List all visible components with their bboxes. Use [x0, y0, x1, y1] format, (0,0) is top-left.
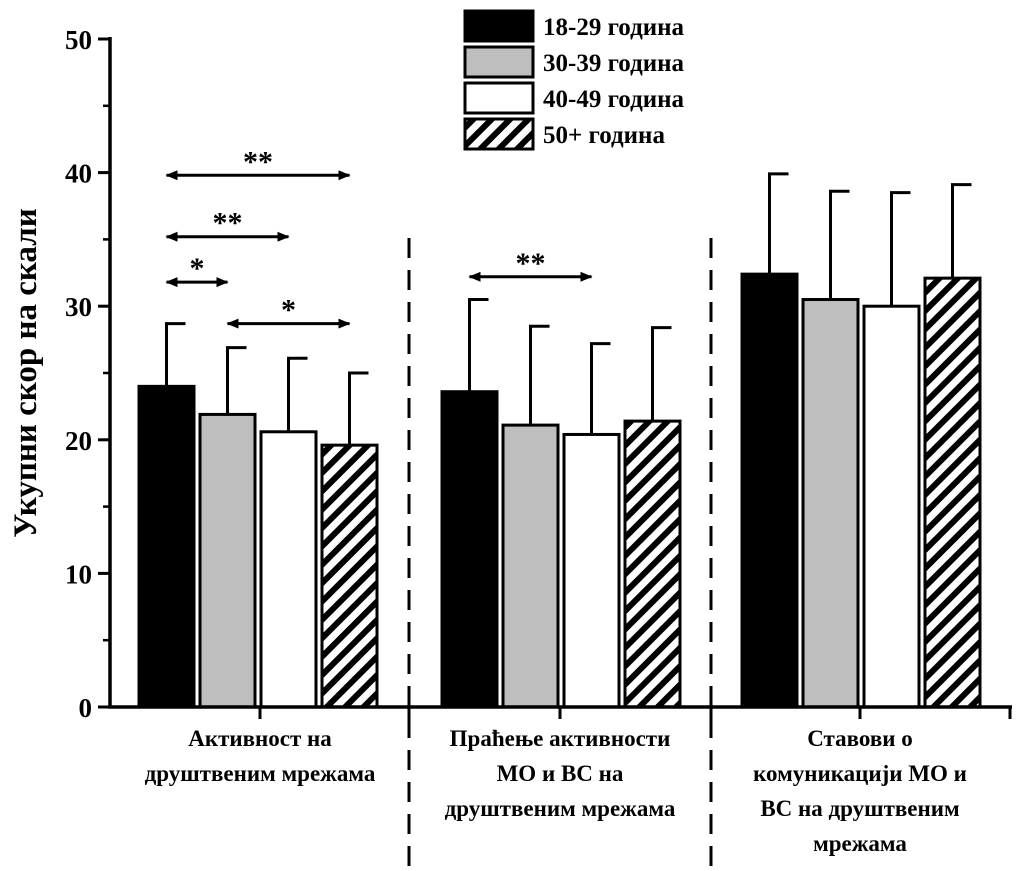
- legend-label-1: 18-29 година: [543, 14, 685, 41]
- category-label: друштвеним мрежама: [445, 796, 676, 821]
- bar-3-group-2: [562, 432, 621, 709]
- bar-4-group-1: [320, 443, 379, 709]
- legend-label-3: 40-49 година: [543, 86, 685, 113]
- y-tick-label: 40: [65, 159, 92, 189]
- category-label: Праћење активности: [450, 726, 671, 751]
- significance-label-4: *: [281, 294, 296, 327]
- y-tick-label: 10: [65, 559, 92, 589]
- bar-4-group-2: [623, 419, 682, 709]
- bar-4-group-3: [923, 276, 982, 709]
- legend-label-2: 30-39 година: [543, 50, 685, 77]
- category-label: Активност на: [188, 726, 332, 751]
- significance-label-5: **: [516, 247, 546, 280]
- significance-label-2: **: [213, 207, 243, 240]
- bar-2-group-2: [501, 423, 560, 709]
- category-label: друштвеним мрежама: [145, 761, 376, 786]
- bar-2-group-3: [801, 298, 860, 709]
- legend-label-4: 50+ година: [543, 122, 665, 149]
- bar-1-group-1: [137, 384, 196, 709]
- y-axis-title: Укупни скор на скали: [8, 208, 44, 537]
- legend-swatch-3: [463, 81, 535, 115]
- category-label: МО и ВС на: [497, 761, 624, 786]
- category-label: Ставови о: [807, 726, 913, 751]
- category-label: комуникацији МО и: [753, 761, 967, 786]
- legend-swatch-2: [463, 45, 535, 79]
- y-tick-label: 30: [65, 292, 92, 322]
- bar-1-group-2: [440, 390, 499, 709]
- significance-label-1: **: [243, 145, 273, 178]
- legend-swatch-4: [463, 117, 535, 151]
- significance-label-3: *: [190, 252, 205, 285]
- legend-swatch-1: [463, 9, 535, 43]
- bar-1-group-3: [740, 272, 799, 709]
- bar-3-group-1: [259, 430, 318, 709]
- category-label: мрежама: [813, 831, 907, 856]
- y-tick-label: 0: [79, 693, 93, 723]
- y-tick-label: 20: [65, 426, 92, 456]
- y-tick-label: 50: [65, 25, 92, 55]
- category-label: ВС на друштвеним: [760, 796, 959, 821]
- bar-2-group-1: [198, 412, 257, 709]
- bar-3-group-3: [862, 304, 921, 709]
